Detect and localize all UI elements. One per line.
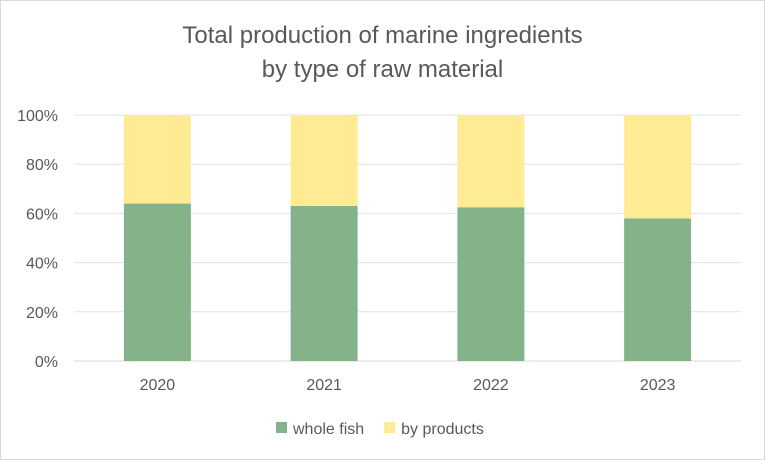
bar-by-products — [624, 115, 692, 219]
bar-whole-fish — [290, 206, 358, 361]
chart-title-line-2: by type of raw material — [261, 56, 504, 83]
x-tick-label: 2022 — [473, 377, 509, 394]
bar-whole-fish — [624, 218, 692, 361]
y-tick-label: 100% — [17, 108, 58, 125]
bar-whole-fish — [457, 207, 525, 361]
legend-label: by products — [401, 421, 484, 438]
x-tick-label: 2023 — [640, 377, 676, 394]
x-tick-label: 2020 — [140, 377, 176, 394]
legend-label: whole fish — [292, 421, 364, 438]
x-tick-label: 2021 — [306, 377, 342, 394]
bar-by-products — [457, 115, 525, 208]
legend-swatch — [384, 422, 396, 433]
y-tick-label: 60% — [26, 206, 58, 223]
bar-by-products — [123, 115, 191, 204]
y-tick-label: 0% — [35, 354, 58, 371]
y-tick-label: 40% — [26, 256, 58, 273]
bar-by-products — [290, 115, 358, 207]
bar-whole-fish — [123, 203, 191, 361]
y-tick-label: 80% — [26, 157, 58, 174]
legend-swatch — [276, 422, 287, 433]
chart-title-line-1: Total production of marine ingredients — [182, 22, 583, 49]
y-tick-label: 20% — [26, 305, 58, 322]
